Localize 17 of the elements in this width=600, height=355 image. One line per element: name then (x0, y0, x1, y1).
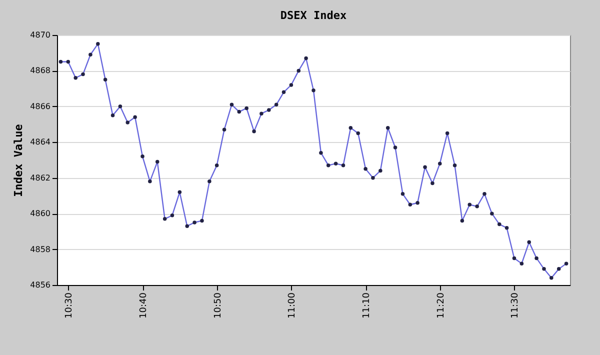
y-tick-label: 4860 (30, 209, 50, 218)
x-tick-label: 10:50 (213, 292, 224, 318)
y-tick-label: 4864 (30, 138, 50, 147)
chart-title: DSEX Index (280, 9, 347, 22)
y-tick-label: 4856 (30, 280, 50, 290)
x-tick-label: 10:40 (139, 292, 150, 318)
y-tick-label: 4858 (30, 244, 50, 254)
y-tick-label: 4868 (30, 66, 50, 76)
y-tick-label: 4870 (30, 30, 50, 40)
x-tick-label: 10:30 (64, 292, 75, 318)
y-tick-label: 4862 (30, 173, 50, 182)
x-tick-label: 11:30 (510, 292, 521, 318)
y-axis-title: Index Value (12, 124, 26, 197)
x-tick-label: 11:20 (436, 292, 446, 318)
x-tick-label: 11:00 (288, 292, 298, 318)
x-tick-label: 11:10 (362, 292, 372, 318)
y-tick-label: 4866 (30, 102, 50, 111)
